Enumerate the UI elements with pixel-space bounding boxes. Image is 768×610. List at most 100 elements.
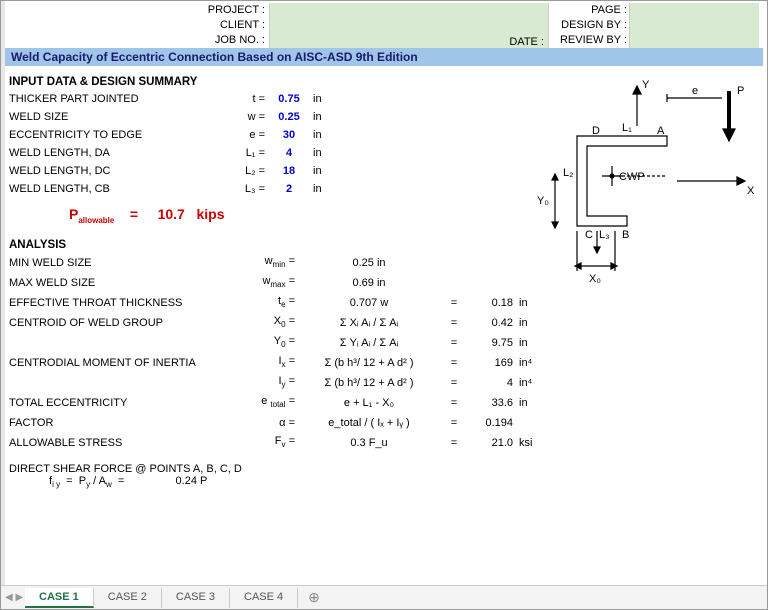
shear-formula-row: fi y = Py / Aw = 0.24 P [9, 475, 759, 489]
sheet-tab[interactable]: CASE 4 [230, 588, 298, 608]
analysis-label: FACTOR [9, 413, 229, 433]
analysis-row: ALLOWABLE STRESSFv =0.3 F_u=21.0ksi [9, 433, 759, 453]
diag-X0: X₀ [589, 273, 601, 285]
diag-A: A [657, 125, 665, 137]
input-symbol: L₁ = [214, 144, 269, 162]
analysis-label: ALLOWABLE STRESS [9, 433, 229, 453]
input-unit: in [309, 108, 349, 126]
analysis-eq: = [439, 413, 469, 433]
input-symbol: e = [214, 126, 269, 144]
analysis-value: 21.0 [469, 433, 519, 453]
analysis-row: CENTRODIAL MOMENT OF INERTIAIx =Σ (b h³/… [9, 353, 759, 373]
analysis-formula: 0.3 F_u [299, 433, 439, 453]
jobno-label: JOB NO. : [9, 33, 265, 48]
analysis-unit: in [519, 333, 554, 353]
weld-diagram: Y X P e D A C B L₁ L₂ L₃ CWP Y₀ X₀ [497, 76, 757, 296]
input-value[interactable]: 18 [269, 162, 309, 180]
sheet-tab-bar: ◀ ▶ CASE 1CASE 2CASE 3CASE 4 ⊕ [1, 585, 767, 609]
tab-nav-arrows[interactable]: ◀ ▶ [5, 592, 23, 603]
input-label: ECCENTRICITY TO EDGE [9, 126, 214, 144]
analysis-unit: in [519, 393, 554, 413]
analysis-label: CENTROID OF WELD GROUP [9, 313, 229, 333]
shear-val: 0.24 P [127, 475, 207, 487]
input-label: WELD LENGTH, CB [9, 180, 214, 198]
analysis-row: CENTROID OF WELD GROUPX0 =Σ Xᵢ Aᵢ / Σ Aᵢ… [9, 313, 759, 333]
input-value[interactable]: 2 [269, 180, 309, 198]
input-value[interactable]: 0.75 [269, 90, 309, 108]
input-symbol: w = [214, 108, 269, 126]
analysis-formula: e_total / ( Iₓ + Iᵧ ) [299, 413, 439, 433]
analysis-unit: in⁴ [519, 353, 554, 373]
analysis-eq: = [439, 373, 469, 393]
input-value[interactable]: 30 [269, 126, 309, 144]
analysis-formula: 0.25 in [299, 253, 439, 273]
analysis-value: 0.194 [469, 413, 519, 433]
analysis-value: 9.75 [469, 333, 519, 353]
analysis-row: Iy =Σ (b h³/ 12 + A d² )=4in⁴ [9, 373, 759, 393]
input-unit: in [309, 144, 349, 162]
input-symbol: L₃ = [214, 180, 269, 198]
analysis-eq: = [439, 313, 469, 333]
sheet-tab[interactable]: CASE 2 [94, 588, 162, 608]
analysis-formula: 0.707 w [299, 293, 439, 313]
input-label: WELD SIZE [9, 108, 214, 126]
analysis-eq: = [439, 293, 469, 313]
input-label: WELD LENGTH, DA [9, 144, 214, 162]
client-label: CLIENT : [9, 18, 265, 33]
analysis-label: MIN WELD SIZE [9, 253, 229, 273]
input-symbol: L₂ = [214, 162, 269, 180]
analysis-formula: Σ Yᵢ Aᵢ / Σ Aᵢ [299, 333, 439, 353]
diag-CWP: CWP [619, 171, 645, 183]
diag-e: e [692, 85, 698, 97]
pallow-unit: kips [196, 206, 224, 222]
diag-Y0: Y₀ [537, 195, 549, 207]
analysis-unit: ksi [519, 433, 554, 453]
input-label: THICKER PART JOINTED [9, 90, 214, 108]
diag-X: X [747, 185, 755, 197]
page-title: Weld Capacity of Eccentric Connection Ba… [5, 48, 763, 66]
diag-D: D [592, 125, 600, 137]
input-unit: in [309, 180, 349, 198]
analysis-eq: = [439, 353, 469, 373]
analysis-formula: e + L₁ - X₀ [299, 393, 439, 413]
pallow-val: 10.7 [158, 206, 185, 222]
analysis-unit: in⁴ [519, 373, 554, 393]
pallow-eq: = [130, 206, 138, 222]
diag-L2: L₂ [563, 167, 573, 179]
date-label: DATE : [509, 36, 544, 48]
analysis-row: Y0 =Σ Yᵢ Aᵢ / Σ Aᵢ=9.75in [9, 333, 759, 353]
add-sheet-button[interactable]: ⊕ [298, 589, 330, 606]
diag-B: B [622, 229, 629, 241]
sheet-tab[interactable]: CASE 1 [25, 588, 94, 608]
diag-C: C [585, 229, 593, 241]
analysis-eq: = [439, 433, 469, 453]
analysis-value: 0.42 [469, 313, 519, 333]
project-label: PROJECT : [9, 3, 265, 18]
input-value[interactable]: 0.25 [269, 108, 309, 126]
analysis-value: 4 [469, 373, 519, 393]
diag-P: P [737, 85, 744, 97]
analysis-formula: Σ (b h³/ 12 + A d² ) [299, 353, 439, 373]
diag-Y: Y [642, 79, 650, 91]
analysis-eq: = [439, 333, 469, 353]
header-mid-block[interactable]: DATE : [269, 3, 549, 48]
shear-title: DIRECT SHEAR FORCE @ POINTS A, B, C, D [9, 463, 759, 475]
header-right-values[interactable] [629, 3, 759, 48]
input-symbol: t = [214, 90, 269, 108]
analysis-row: FACTORα =e_total / ( Iₓ + Iᵧ )=0.194 [9, 413, 759, 433]
input-value[interactable]: 4 [269, 144, 309, 162]
content: INPUT DATA & DESIGN SUMMARY THICKER PART… [1, 66, 767, 493]
diag-L1: L₁ [622, 122, 632, 134]
designby-label: DESIGN BY : [549, 18, 627, 33]
header-labels-right: PAGE : DESIGN BY : REVIEW BY : [549, 3, 629, 48]
page-label: PAGE : [549, 3, 627, 18]
analysis-unit: in [519, 313, 554, 333]
diag-L3: L₃ [599, 229, 610, 241]
analysis-label: TOTAL ECCENTRICITY [9, 393, 229, 413]
sheet-tab[interactable]: CASE 3 [162, 588, 230, 608]
reviewby-label: REVIEW BY : [549, 33, 627, 48]
analysis-formula: Σ (b h³/ 12 + A d² ) [299, 373, 439, 393]
analysis-symbol: e total = [229, 391, 299, 415]
analysis-value: 33.6 [469, 393, 519, 413]
input-unit: in [309, 126, 349, 144]
